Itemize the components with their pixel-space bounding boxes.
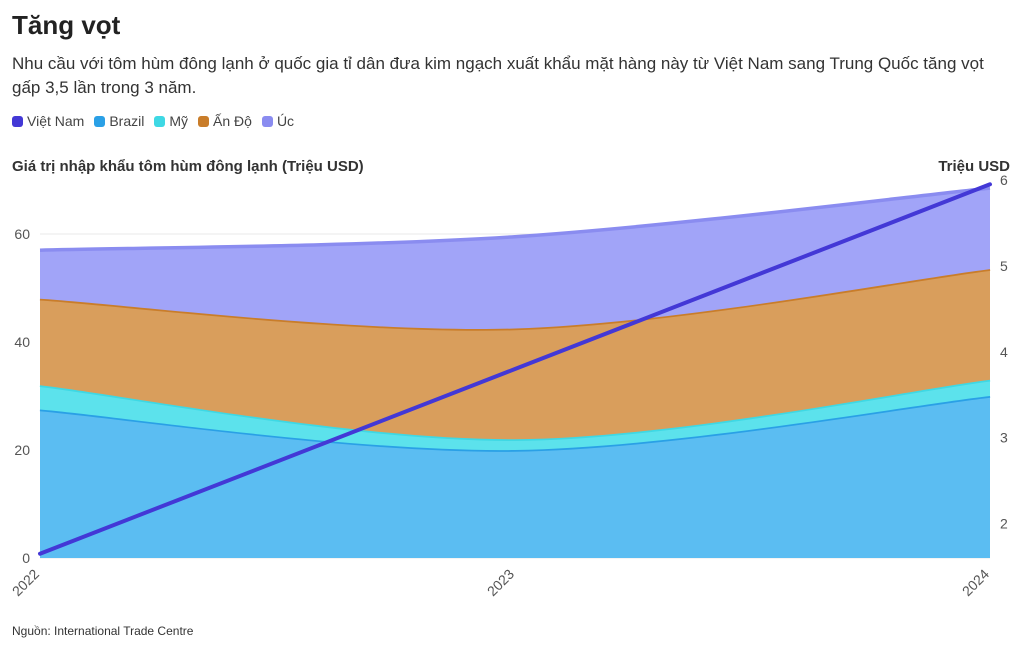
y-tick-label-right: 2 — [1000, 516, 1008, 532]
y-tick-label-right: 5 — [1000, 258, 1008, 274]
legend-label: Ấn Độ — [213, 113, 252, 129]
x-tick-label: 2022 — [9, 566, 42, 599]
legend-item-india[interactable]: Ấn Độ — [198, 113, 252, 129]
legend-swatch — [12, 115, 23, 127]
area--n- — [40, 269, 990, 440]
page-title: Tăng vọt — [12, 10, 121, 40]
axis-ticks: 0 20 40 60 2 3 4 5 6 2022 2023 2024 — [9, 172, 1008, 599]
area-m- — [40, 379, 990, 451]
legend-swatch — [198, 115, 210, 127]
y-tick-label-right: 3 — [1000, 430, 1008, 446]
legend-item-brazil[interactable]: Brazil — [94, 113, 144, 129]
source-note: Nguồn: International Trade Centre — [12, 624, 194, 638]
area-edge--c — [39, 186, 991, 252]
y-tick-label-left: 40 — [14, 334, 30, 350]
y-tick-label-right: 4 — [1000, 344, 1008, 360]
legend-item-australia[interactable]: Úc — [261, 113, 295, 129]
y-tick-label-left: 0 — [22, 550, 30, 566]
y-axis-left-label: Giá trị nhập khẩu tôm hùm đông lạnh (Tri… — [12, 158, 364, 175]
line-vietnam — [38, 182, 992, 556]
chart-legend: Việt Nam Brazil Mỹ Ấn Độ Úc — [12, 113, 294, 129]
legend-swatch — [261, 115, 273, 127]
legend-label: Brazil — [109, 113, 145, 129]
area--c — [40, 188, 990, 330]
y-tick-label-right: 6 — [1000, 172, 1008, 188]
legend-swatch — [94, 115, 106, 127]
y-axis-right-label: Triệu USD — [938, 158, 1010, 175]
y-tick-label-left: 20 — [14, 442, 30, 458]
legend-label: Việt Nam — [27, 113, 85, 129]
x-tick-label: 2024 — [959, 566, 992, 599]
legend-label: Mỹ — [169, 113, 189, 129]
page-subtitle: Nhu cầu với tôm hùm đông lạnh ở quốc gia… — [12, 54, 984, 97]
legend-item-vietnam[interactable]: Việt Nam — [12, 113, 84, 129]
legend-label: Úc — [276, 113, 295, 129]
y-tick-label-left: 60 — [14, 226, 30, 242]
series-lines — [38, 182, 992, 556]
area-layers — [39, 186, 991, 558]
x-tick-label: 2023 — [484, 566, 517, 599]
legend-swatch — [154, 115, 166, 127]
legend-item-usa[interactable]: Mỹ — [154, 113, 188, 129]
